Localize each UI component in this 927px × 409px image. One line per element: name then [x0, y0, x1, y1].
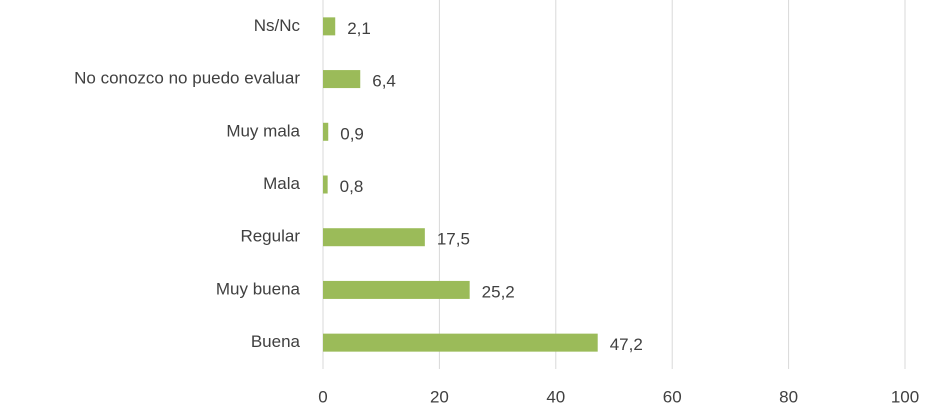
- y-tick-label: Regular: [240, 227, 300, 246]
- y-tick-label: Mala: [263, 174, 300, 193]
- x-tick-label: 20: [430, 387, 449, 406]
- x-tick-label: 40: [546, 387, 565, 406]
- bar: [323, 228, 425, 247]
- data-label: 2,1: [347, 19, 371, 38]
- bar: [323, 17, 336, 36]
- data-label: 25,2: [482, 282, 515, 301]
- y-tick-label: Ns/Nc: [254, 16, 301, 35]
- y-tick-label: Muy mala: [226, 121, 300, 140]
- bar: [323, 70, 361, 89]
- data-label: 47,2: [610, 335, 643, 354]
- data-label: 0,9: [340, 124, 364, 143]
- bar: [323, 280, 470, 299]
- bar: [323, 122, 329, 141]
- y-tick-label: Muy buena: [216, 279, 301, 298]
- x-tick-label: 80: [779, 387, 798, 406]
- bar: [323, 333, 598, 352]
- data-label: 17,5: [437, 230, 470, 249]
- y-tick-label: No conozco no puedo evaluar: [74, 69, 300, 88]
- y-tick-label: Buena: [251, 332, 301, 351]
- data-label: 6,4: [372, 72, 396, 91]
- data-label: 0,8: [340, 177, 364, 196]
- x-tick-label: 100: [891, 387, 919, 406]
- bar: [323, 175, 328, 194]
- x-tick-label: 0: [318, 387, 327, 406]
- x-tick-label: 60: [663, 387, 682, 406]
